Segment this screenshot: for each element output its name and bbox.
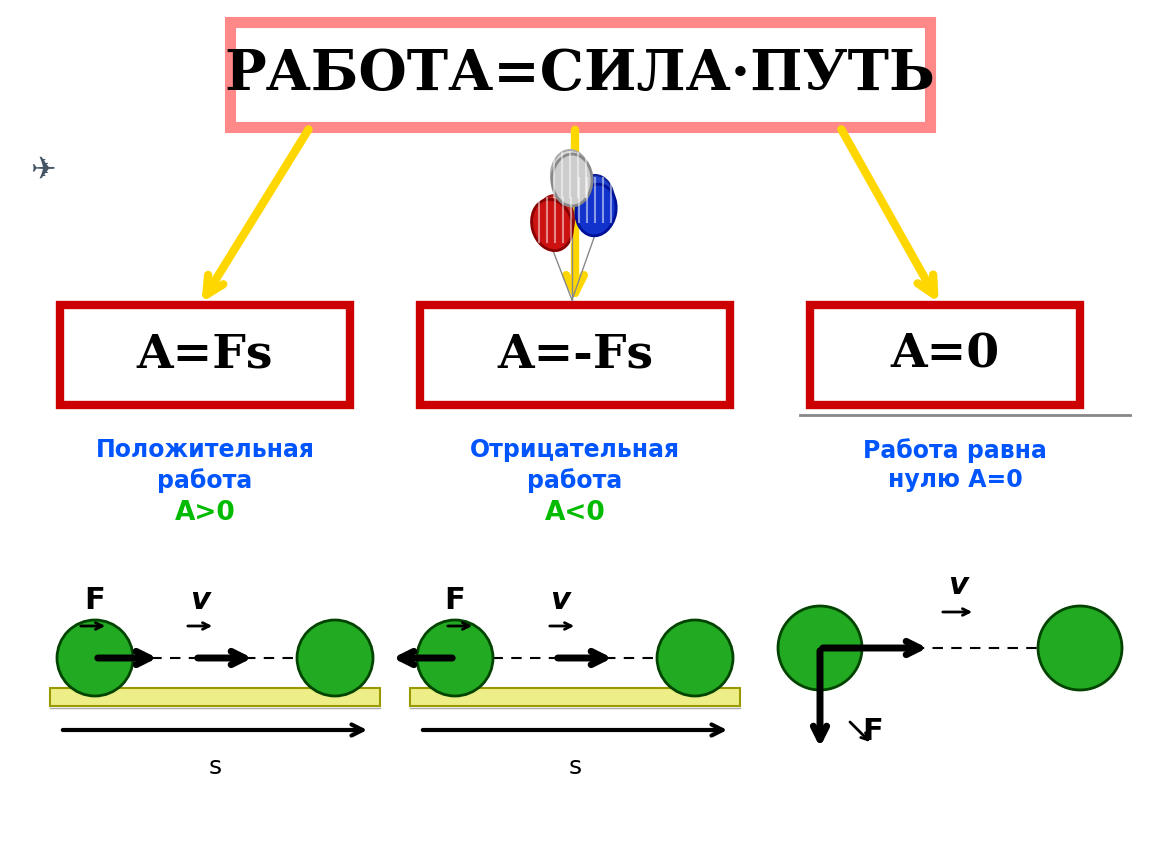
Ellipse shape [551,150,589,200]
Bar [49,688,380,706]
Text: A=0: A=0 [890,332,999,378]
Text: A=-Fs: A=-Fs [497,332,653,378]
FancyBboxPatch shape [230,22,930,127]
Text: F: F [85,586,106,615]
Text: Работа равна: Работа равна [862,438,1046,463]
Text: А>0: А>0 [175,500,236,526]
Text: s: s [208,755,222,779]
Text: F: F [862,717,883,746]
Bar [411,688,739,706]
Text: v: v [550,586,570,615]
Text: v: v [948,571,968,600]
FancyBboxPatch shape [420,305,730,405]
FancyBboxPatch shape [810,305,1080,405]
Text: нулю А=0: нулю А=0 [888,468,1022,492]
Text: Отрицательная: Отрицательная [470,438,680,462]
Ellipse shape [576,184,616,236]
Text: А<0: А<0 [545,500,605,526]
Ellipse shape [576,175,614,225]
Ellipse shape [536,195,574,245]
Circle shape [297,620,373,696]
Circle shape [58,620,133,696]
FancyBboxPatch shape [60,305,350,405]
Text: работа: работа [528,468,622,492]
Circle shape [779,606,862,690]
Circle shape [417,620,493,696]
Text: F: F [445,586,466,615]
Text: РАБОТА=СИЛА·ПУТЬ: РАБОТА=СИЛА·ПУТЬ [224,47,935,102]
Text: ✈: ✈ [30,156,55,185]
Circle shape [1038,606,1122,690]
Ellipse shape [552,154,592,206]
Text: работа: работа [158,468,253,492]
Text: v: v [190,586,210,615]
Circle shape [657,620,733,696]
Text: A=Fs: A=Fs [137,332,274,378]
Text: Положительная: Положительная [95,438,314,462]
Ellipse shape [531,200,573,251]
Text: s: s [568,755,582,779]
